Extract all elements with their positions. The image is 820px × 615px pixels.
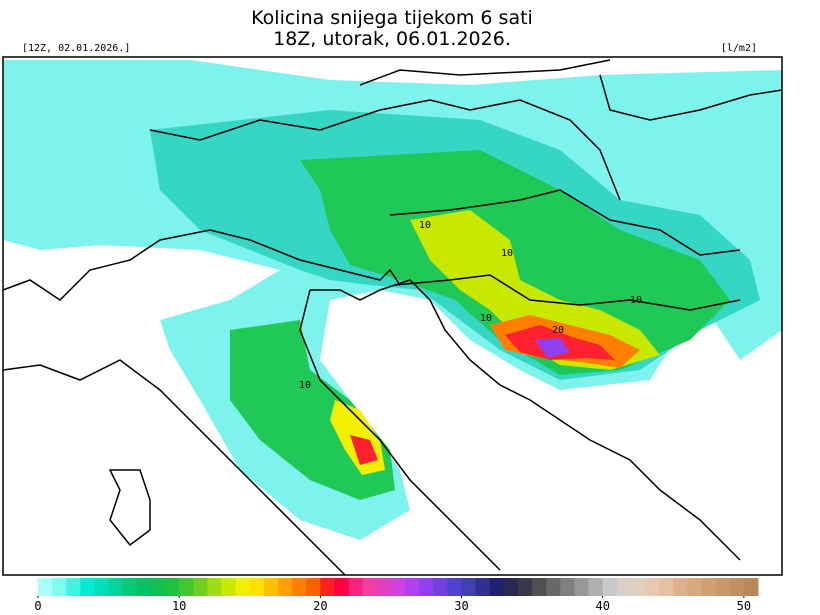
colorbar-swatch <box>405 578 420 596</box>
colorbar-swatch <box>165 578 180 596</box>
colorbar-tick-label: 50 <box>737 599 751 613</box>
contour-label: 10 <box>419 220 431 231</box>
colorbar-tick-label: 0 <box>34 599 41 613</box>
colorbar-swatch <box>80 578 95 596</box>
colorbar-swatch <box>390 578 406 596</box>
colorbar-swatch <box>38 578 53 596</box>
colorbar-tick-label: 40 <box>595 599 609 613</box>
colorbar-swatch <box>66 578 81 596</box>
colorbar-swatch <box>546 578 561 596</box>
snow-purple <box>535 338 570 358</box>
colorbar-swatch <box>122 578 138 596</box>
colorbar-swatch <box>560 578 575 596</box>
colorbar-swatch <box>659 578 674 596</box>
colorbar-swatch <box>376 578 392 596</box>
colorbar-swatch <box>729 578 745 596</box>
contour-label: 10 <box>501 248 513 259</box>
map <box>2 56 783 576</box>
colorbar-swatch <box>532 578 547 596</box>
colorbar-swatch <box>136 578 152 596</box>
colorbar-swatch <box>715 578 731 596</box>
colorbar-swatch <box>108 578 124 596</box>
colorbar-swatch <box>94 578 110 596</box>
init-time: [12Z, 02.01.2026.] <box>22 43 130 54</box>
colorbar-swatch <box>320 578 335 596</box>
colorbar-swatch <box>52 578 67 596</box>
contour-label: 10 <box>480 313 492 324</box>
borders <box>2 59 783 576</box>
colorbar-swatch <box>433 578 448 596</box>
colorbar-swatch <box>743 578 759 596</box>
colorbar-swatch <box>475 578 491 596</box>
colorbar-swatch <box>630 578 646 596</box>
colorbar-swatch <box>235 578 251 596</box>
colorbar-swatch <box>278 578 293 596</box>
colorbar-swatch <box>334 578 350 596</box>
colorbar-tick-label: 30 <box>454 599 468 613</box>
colorbar-swatch <box>292 578 307 596</box>
colorbar-swatch <box>574 578 590 596</box>
map-frame <box>2 56 783 576</box>
colorbar-swatch <box>362 578 378 596</box>
colorbar-swatch <box>150 578 166 596</box>
colorbar-tick-label: 20 <box>313 599 327 613</box>
colorbar-swatch <box>588 578 604 596</box>
colorbar-swatch <box>645 578 660 596</box>
colorbar-swatch <box>306 578 321 596</box>
snow-yellow <box>410 210 660 370</box>
colorbar-swatch <box>673 578 688 596</box>
colorbar-swatch <box>419 578 434 596</box>
contour-label: 20 <box>552 325 564 336</box>
colorbar-tick-label: 10 <box>172 599 186 613</box>
colorbar-swatch <box>249 578 265 596</box>
colorbar-swatch <box>503 578 519 596</box>
colorbar-swatch <box>221 578 237 596</box>
title: Kolicina snijega tijekom 6 sati <box>251 7 533 29</box>
colorbar-swatch <box>447 578 463 596</box>
colorbar-swatch <box>263 578 279 596</box>
colorbar-swatch <box>193 578 208 596</box>
contour-label: 10 <box>299 380 311 391</box>
colorbar-swatch <box>616 578 632 596</box>
contour-label: 10 <box>630 295 642 306</box>
colorbar-swatch <box>687 578 703 596</box>
snow-red-italy <box>350 435 378 465</box>
colorbar-swatch <box>461 578 477 596</box>
colorbar-swatch <box>348 578 364 596</box>
unit: [l/m2] <box>721 43 757 54</box>
colorbar-swatch <box>518 578 533 596</box>
colorbar-swatch <box>179 578 194 596</box>
colorbar-swatch <box>489 578 505 596</box>
subtitle: 18Z, utorak, 06.01.2026. <box>273 28 511 50</box>
colorbar-swatch <box>701 578 717 596</box>
colorbar-swatch <box>602 578 618 596</box>
colorbar-swatch <box>207 578 223 596</box>
